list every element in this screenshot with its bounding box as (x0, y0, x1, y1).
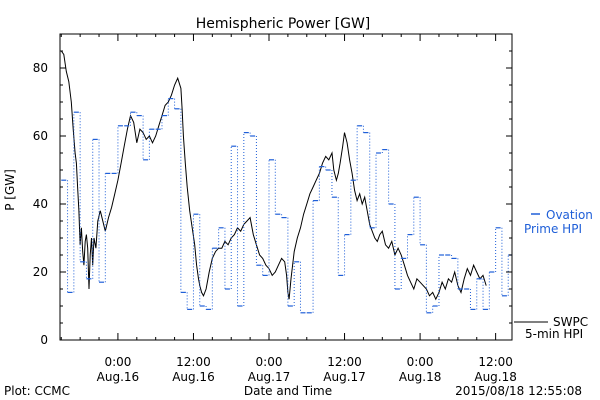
x-tick-date-label: Aug.16 (172, 370, 215, 384)
legend-ovation-label-line1: Ovation (546, 208, 593, 222)
y-tick-label: 40 (33, 197, 48, 211)
footer-plot-credit: Plot: CCMC (4, 384, 70, 398)
x-tick-time-label: 12:00 (478, 355, 513, 369)
footer-timestamp: 2015/08/18 12:55:08 (455, 384, 582, 398)
legend-swpc-label-line2: 5-min HPI (525, 327, 583, 341)
x-tick-date-label: Aug.17 (248, 370, 291, 384)
legend-ovation-label-line2: Prime HPI (524, 222, 582, 236)
swpc-hpi-line (60, 50, 487, 301)
legend-swpc-label-line1: SWPC (553, 315, 588, 329)
x-tick-date-label: Aug.18 (474, 370, 517, 384)
x-tick-time-label: 0:00 (407, 355, 434, 369)
y-tick-label: 60 (33, 129, 48, 143)
x-tick-time-label: 0:00 (256, 355, 283, 369)
y-tick-label: 80 (33, 61, 48, 75)
y-tick-label: 0 (40, 333, 48, 347)
x-tick-date-label: Aug.16 (97, 370, 140, 384)
x-tick-time-label: 12:00 (327, 355, 362, 369)
x-tick-time-label: 12:00 (176, 355, 211, 369)
x-tick-date-label: Aug.18 (399, 370, 442, 384)
x-tick-date-label: Aug.17 (323, 370, 366, 384)
y-axis-label: P [GW] (3, 169, 17, 211)
x-axis-label: Date and Time (244, 384, 332, 398)
y-tick-label: 20 (33, 265, 48, 279)
chart-title: Hemispheric Power [GW] (196, 16, 371, 32)
x-tick-time-label: 0:00 (104, 355, 131, 369)
